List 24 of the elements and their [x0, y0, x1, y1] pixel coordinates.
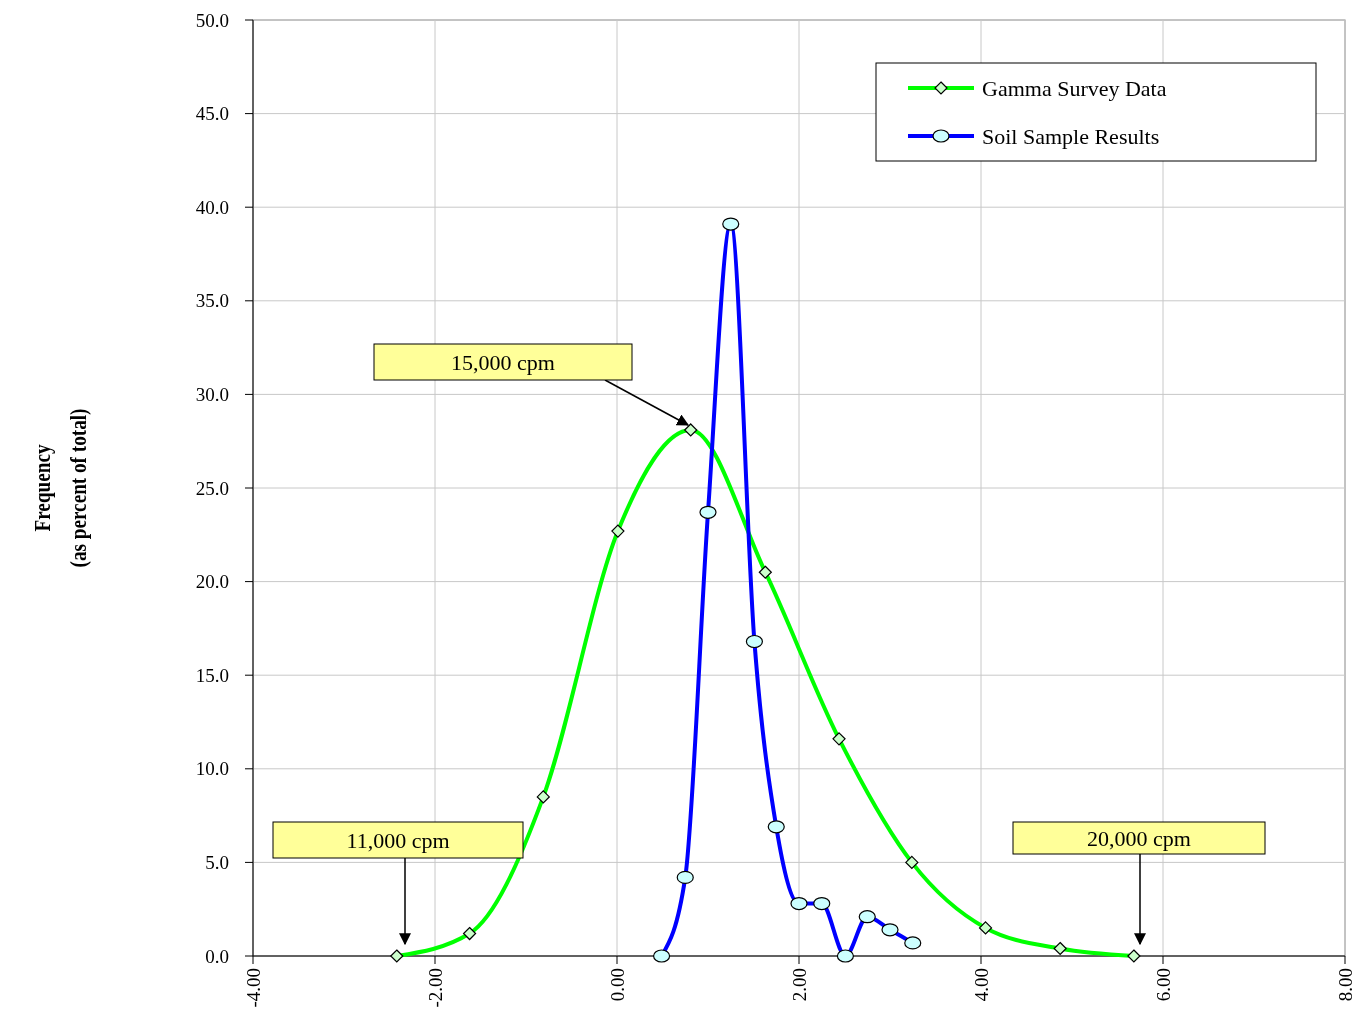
- y-tick-label: 0.0: [205, 945, 229, 967]
- legend-label: Soil Sample Results: [982, 123, 1160, 149]
- x-tick-label: 2.00: [788, 968, 810, 1002]
- y-tick-label: 25.0: [195, 477, 229, 499]
- y-tick-label: 10.0: [195, 758, 229, 780]
- x-tick-label: 6.00: [1152, 968, 1174, 1002]
- x-tick-label: -4.00: [242, 968, 264, 1008]
- y-tick-label: 15.0: [195, 664, 229, 686]
- legend-label: Gamma Survey Data: [982, 75, 1167, 101]
- x-tick-label: 4.00: [970, 968, 992, 1002]
- x-tick-label: -2.00: [424, 968, 446, 1008]
- annotation: 11,000 cpm: [346, 827, 450, 853]
- y-tick-label: 40.0: [195, 196, 229, 218]
- y-tick-label: 20.0: [195, 571, 229, 593]
- annotation: 20,000 cpm: [1087, 825, 1191, 851]
- x-tick-label: 0.00: [606, 968, 628, 1002]
- y-tick-label: 35.0: [195, 290, 229, 312]
- y-tick-label: 5.0: [205, 852, 229, 874]
- y-tick-label: 30.0: [195, 384, 229, 406]
- y-tick-label: 45.0: [195, 103, 229, 125]
- annotation: 15,000 cpm: [451, 349, 555, 375]
- y-tick-label: 50.0: [195, 9, 229, 31]
- y-axis-title: Frequency (as percent of total): [29, 408, 92, 568]
- x-tick-label: 8.00: [1334, 968, 1356, 1002]
